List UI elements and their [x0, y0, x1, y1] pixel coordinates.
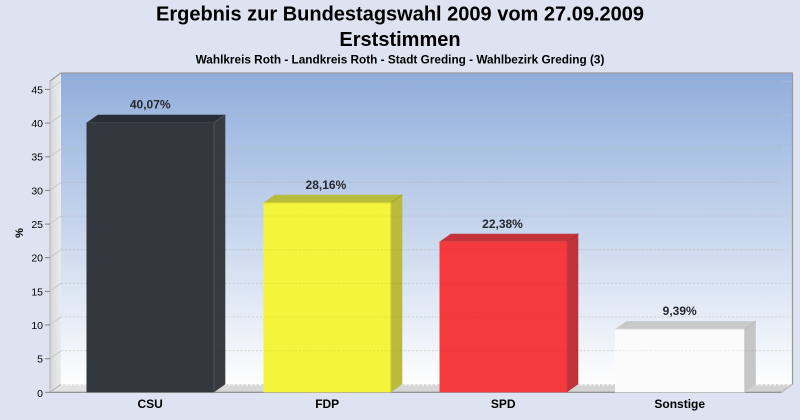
- svg-text:Wahlkreis Roth - Landkreis Rot: Wahlkreis Roth - Landkreis Roth - Stadt …: [196, 53, 605, 67]
- svg-text:40: 40: [31, 118, 43, 130]
- svg-text:%: %: [14, 228, 26, 238]
- svg-text:45: 45: [31, 84, 43, 96]
- svg-text:30: 30: [31, 185, 43, 197]
- svg-text:25: 25: [31, 219, 43, 231]
- svg-text:Sonstige: Sonstige: [654, 397, 705, 411]
- svg-text:9,39%: 9,39%: [663, 304, 697, 318]
- svg-text:SPD: SPD: [491, 397, 516, 411]
- svg-text:28,16%: 28,16%: [306, 178, 347, 192]
- svg-text:Erststimmen: Erststimmen: [339, 29, 460, 51]
- svg-text:CSU: CSU: [138, 397, 163, 411]
- svg-text:40,07%: 40,07%: [130, 97, 171, 111]
- svg-text:Ergebnis zur Bundestagswahl 20: Ergebnis zur Bundestagswahl 2009 vom 27.…: [156, 4, 644, 26]
- svg-text:20: 20: [31, 253, 43, 265]
- svg-text:15: 15: [31, 286, 43, 298]
- svg-text:0: 0: [37, 388, 43, 400]
- svg-text:35: 35: [31, 152, 43, 164]
- svg-text:10: 10: [31, 320, 43, 332]
- svg-text:22,38%: 22,38%: [482, 217, 523, 231]
- svg-text:FDP: FDP: [315, 397, 339, 411]
- svg-text:5: 5: [37, 354, 43, 366]
